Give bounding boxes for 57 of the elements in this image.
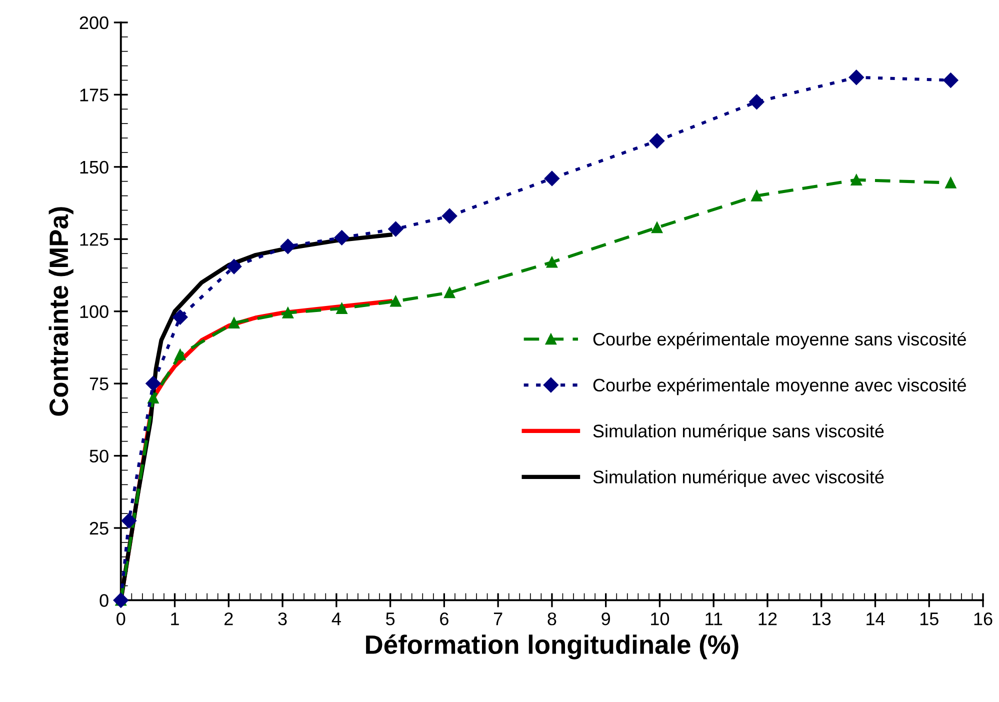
point <box>945 177 956 188</box>
y-tick-label: 150 <box>80 160 108 174</box>
y-tick-label: 125 <box>80 233 108 246</box>
point <box>649 133 665 148</box>
x-axis-title: Déformation longitudinale (%) <box>366 634 738 660</box>
legend-label: Simulation numérique avec viscosité <box>593 470 884 487</box>
point <box>121 513 137 528</box>
point <box>174 349 186 360</box>
x-tick-label: 5 <box>386 612 395 626</box>
y-tick-label: 100 <box>80 305 108 318</box>
x-tick-label: 15 <box>920 612 938 626</box>
y-axis-title: Contrainte (MPa) <box>48 207 74 416</box>
x-tick-label: 3 <box>278 612 287 626</box>
point <box>444 287 456 298</box>
point <box>544 170 560 186</box>
y-tick-label: 50 <box>90 450 108 462</box>
point <box>848 70 864 85</box>
x-tick-label: 8 <box>548 612 556 626</box>
legend-label: Courbe expérimentale moyenne sans viscosité <box>593 332 966 350</box>
x-tick-label: 0 <box>116 612 126 626</box>
point <box>546 256 558 268</box>
x-tick-label: 7 <box>494 612 502 626</box>
y-tick-label: 200 <box>80 16 108 30</box>
x-tick-label: 16 <box>974 612 992 626</box>
point <box>390 296 402 307</box>
x-tick-label: 11 <box>706 612 722 626</box>
point <box>172 310 188 325</box>
point <box>280 238 296 254</box>
y-tick-label: 25 <box>90 522 108 535</box>
point <box>282 307 294 318</box>
legend-label: Courbe expérimentale moyenne avec viscosité <box>593 378 966 396</box>
x-tick-label: 10 <box>651 612 670 626</box>
point <box>228 317 240 328</box>
point <box>336 302 348 314</box>
legend-label: Simulation numérique sans viscosité <box>593 424 884 442</box>
x-tick-label: 6 <box>440 612 448 626</box>
y-tick-label: 175 <box>80 88 108 102</box>
y-tick-label: 0 <box>100 594 108 607</box>
point <box>943 72 958 88</box>
x-tick-label: 2 <box>224 612 233 626</box>
x-tick-label: 14 <box>866 612 885 626</box>
point <box>442 208 458 224</box>
x-tick-label: 9 <box>602 612 610 626</box>
x-tick-label: 4 <box>332 612 341 626</box>
y-tick-label: 75 <box>90 378 108 390</box>
x-tick-label: 12 <box>758 612 777 626</box>
point <box>651 222 663 234</box>
point <box>334 230 350 246</box>
point <box>226 258 242 274</box>
point <box>388 221 404 237</box>
point <box>749 94 764 110</box>
x-tick-label: 13 <box>812 612 831 626</box>
point <box>751 190 762 202</box>
x-tick-label: 1 <box>171 612 179 626</box>
point <box>146 376 161 392</box>
point <box>850 174 862 186</box>
point <box>148 392 159 404</box>
